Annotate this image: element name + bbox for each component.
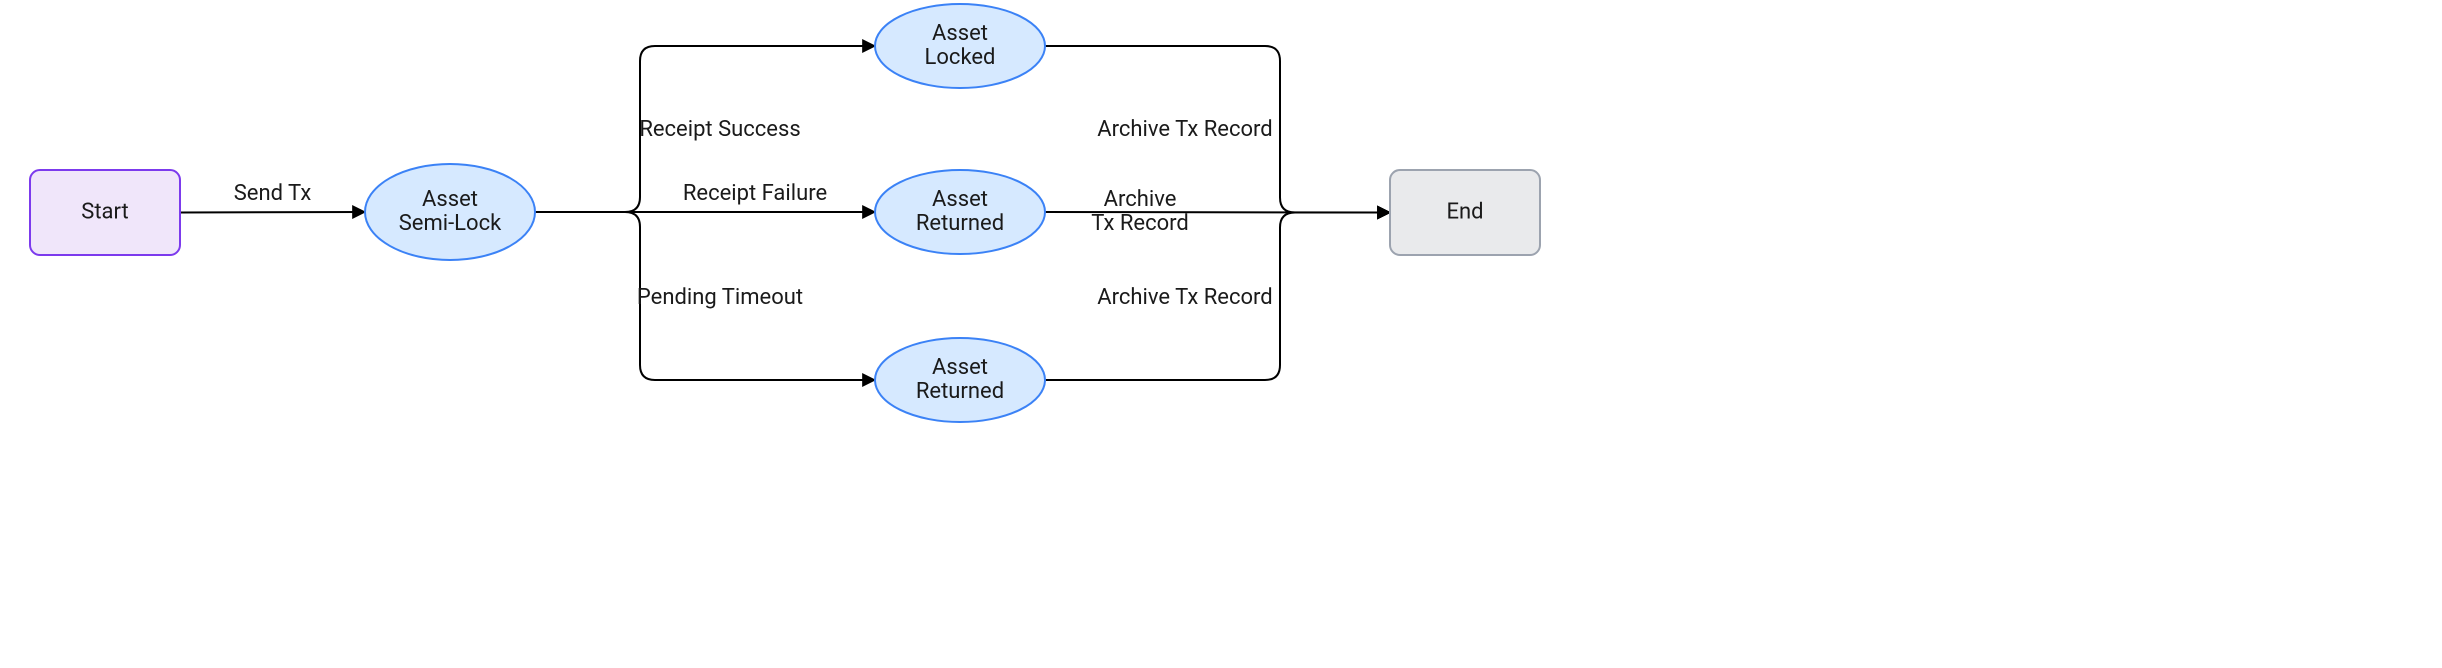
node-semi: AssetSemi-Lock [365, 164, 535, 260]
edge-label-e3: Receipt Failure [683, 181, 827, 206]
label-text: Asset [932, 21, 988, 46]
node-returned_bot: AssetReturned [875, 338, 1045, 422]
flowchart-canvas: StartAssetSemi-LockAssetLockedAssetRetur… [0, 0, 1566, 430]
label-text: Semi-Lock [399, 211, 502, 236]
edge-label-e7: Archive Tx Record [1097, 285, 1272, 310]
label-text: Pending Timeout [637, 285, 803, 310]
label-text: Archive Tx Record [1097, 117, 1272, 142]
label-text: Asset [932, 187, 988, 212]
label-text: Returned [916, 211, 1004, 236]
label-text: Asset [932, 355, 988, 380]
node-locked: AssetLocked [875, 4, 1045, 88]
edge-label-e1: Send Tx [234, 181, 312, 206]
node-start: Start [30, 170, 180, 255]
edge-label-e4: Pending Timeout [637, 285, 803, 310]
label-text: Locked [925, 45, 996, 70]
label-text: Archive Tx Record [1097, 285, 1272, 310]
label-text: Tx Record [1091, 211, 1189, 236]
edge-label-e2: Receipt Success [639, 117, 800, 142]
node-returned_mid: AssetReturned [875, 170, 1045, 254]
edge-label-e5: Archive Tx Record [1097, 117, 1272, 142]
label-text: Start [81, 199, 128, 224]
edges-layer [180, 46, 1390, 380]
label-text: End [1446, 199, 1483, 224]
node-end: End [1390, 170, 1540, 255]
label-text: Archive [1104, 187, 1177, 212]
edge-label-e6: ArchiveTx Record [1091, 187, 1189, 236]
label-text: Asset [422, 187, 478, 212]
edge-send-tx [180, 212, 365, 213]
label-text: Receipt Success [639, 117, 800, 142]
label-text: Send Tx [234, 181, 312, 206]
label-text: Receipt Failure [683, 181, 827, 206]
label-text: Returned [916, 379, 1004, 404]
